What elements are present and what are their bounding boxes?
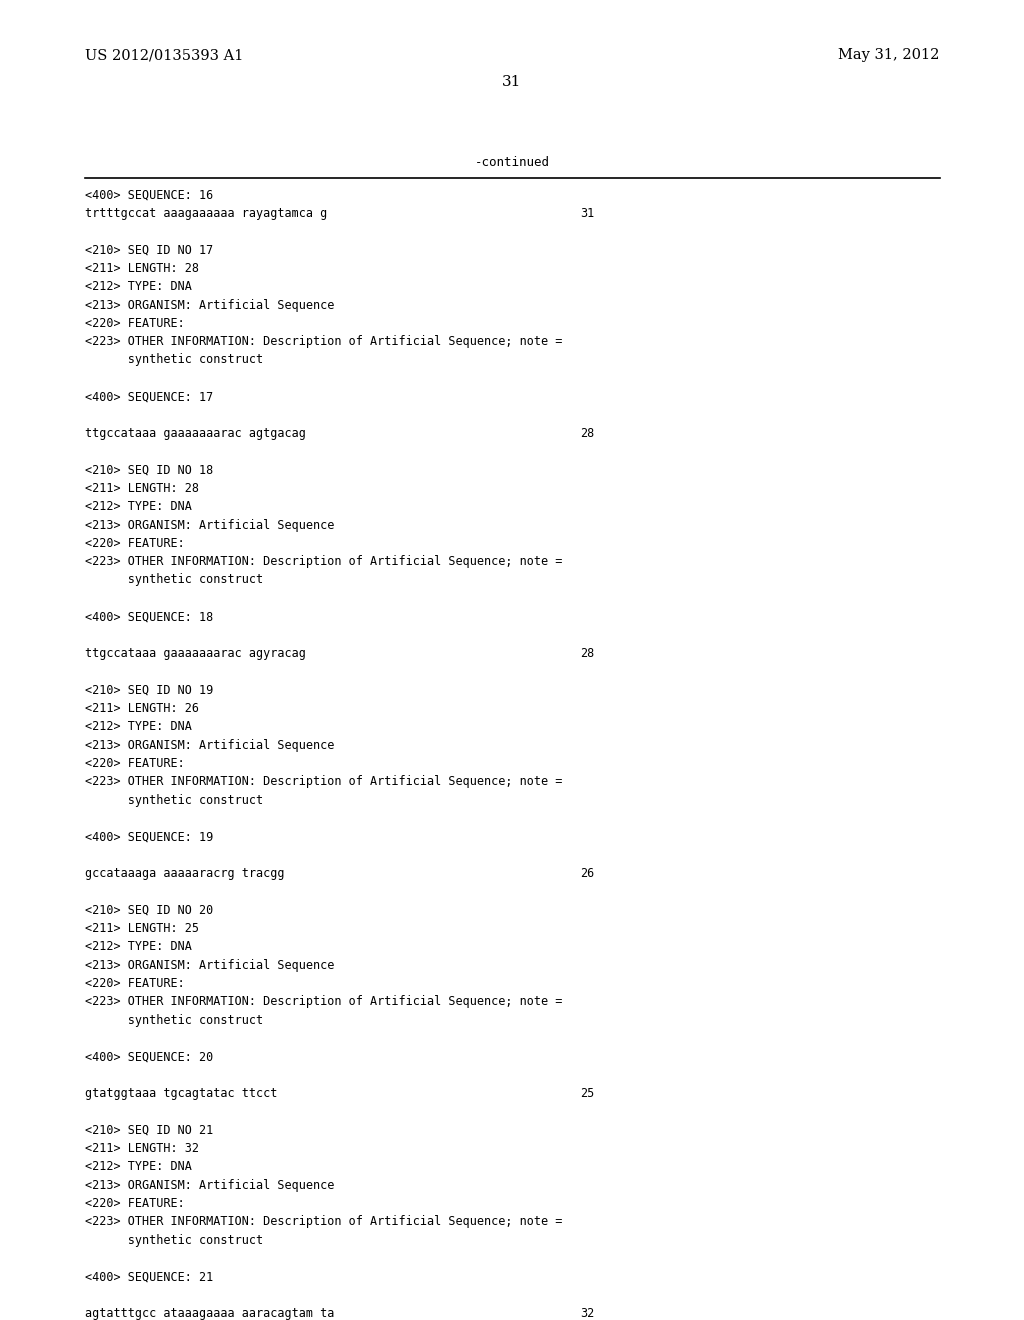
Text: <220> FEATURE:: <220> FEATURE: <box>85 317 184 330</box>
Text: <400> SEQUENCE: 18: <400> SEQUENCE: 18 <box>85 610 213 623</box>
Text: <213> ORGANISM: Artificial Sequence: <213> ORGANISM: Artificial Sequence <box>85 519 335 532</box>
Text: <400> SEQUENCE: 17: <400> SEQUENCE: 17 <box>85 391 213 403</box>
Text: <213> ORGANISM: Artificial Sequence: <213> ORGANISM: Artificial Sequence <box>85 298 335 312</box>
Text: agtatttgcc ataaagaaaa aaracagtam ta: agtatttgcc ataaagaaaa aaracagtam ta <box>85 1307 335 1320</box>
Text: <212> TYPE: DNA: <212> TYPE: DNA <box>85 1160 191 1173</box>
Text: <211> LENGTH: 25: <211> LENGTH: 25 <box>85 921 199 935</box>
Text: <223> OTHER INFORMATION: Description of Artificial Sequence; note =: <223> OTHER INFORMATION: Description of … <box>85 995 562 1008</box>
Text: <400> SEQUENCE: 19: <400> SEQUENCE: 19 <box>85 830 213 843</box>
Text: <210> SEQ ID NO 20: <210> SEQ ID NO 20 <box>85 903 213 916</box>
Text: <212> TYPE: DNA: <212> TYPE: DNA <box>85 940 191 953</box>
Text: <213> ORGANISM: Artificial Sequence: <213> ORGANISM: Artificial Sequence <box>85 1179 335 1192</box>
Text: <210> SEQ ID NO 19: <210> SEQ ID NO 19 <box>85 684 213 697</box>
Text: <223> OTHER INFORMATION: Description of Artificial Sequence; note =: <223> OTHER INFORMATION: Description of … <box>85 1216 562 1228</box>
Text: <400> SEQUENCE: 16: <400> SEQUENCE: 16 <box>85 189 213 202</box>
Text: 26: 26 <box>580 867 594 880</box>
Text: <212> TYPE: DNA: <212> TYPE: DNA <box>85 721 191 733</box>
Text: <220> FEATURE:: <220> FEATURE: <box>85 977 184 990</box>
Text: <400> SEQUENCE: 21: <400> SEQUENCE: 21 <box>85 1270 213 1283</box>
Text: 31: 31 <box>580 207 594 220</box>
Text: <210> SEQ ID NO 21: <210> SEQ ID NO 21 <box>85 1123 213 1137</box>
Text: synthetic construct: synthetic construct <box>85 573 263 586</box>
Text: <400> SEQUENCE: 20: <400> SEQUENCE: 20 <box>85 1051 213 1063</box>
Text: <220> FEATURE:: <220> FEATURE: <box>85 537 184 550</box>
Text: <220> FEATURE:: <220> FEATURE: <box>85 756 184 770</box>
Text: trtttgccat aaagaaaaaa rayagtamca g: trtttgccat aaagaaaaaa rayagtamca g <box>85 207 328 220</box>
Text: ttgccataaa gaaaaaaarac agtgacag: ttgccataaa gaaaaaaarac agtgacag <box>85 426 306 440</box>
Text: 31: 31 <box>503 75 521 88</box>
Text: synthetic construct: synthetic construct <box>85 793 263 807</box>
Text: 28: 28 <box>580 426 594 440</box>
Text: <223> OTHER INFORMATION: Description of Artificial Sequence; note =: <223> OTHER INFORMATION: Description of … <box>85 556 562 568</box>
Text: gtatggtaaa tgcagtatac ttcct: gtatggtaaa tgcagtatac ttcct <box>85 1086 278 1100</box>
Text: ttgccataaa gaaaaaaarac agyracag: ttgccataaa gaaaaaaarac agyracag <box>85 647 306 660</box>
Text: <212> TYPE: DNA: <212> TYPE: DNA <box>85 280 191 293</box>
Text: <223> OTHER INFORMATION: Description of Artificial Sequence; note =: <223> OTHER INFORMATION: Description of … <box>85 775 562 788</box>
Text: -continued: -continued <box>474 156 550 169</box>
Text: US 2012/0135393 A1: US 2012/0135393 A1 <box>85 48 244 62</box>
Text: 25: 25 <box>580 1086 594 1100</box>
Text: <212> TYPE: DNA: <212> TYPE: DNA <box>85 500 191 513</box>
Text: 28: 28 <box>580 647 594 660</box>
Text: <213> ORGANISM: Artificial Sequence: <213> ORGANISM: Artificial Sequence <box>85 738 335 751</box>
Text: <211> LENGTH: 28: <211> LENGTH: 28 <box>85 261 199 275</box>
Text: <223> OTHER INFORMATION: Description of Artificial Sequence; note =: <223> OTHER INFORMATION: Description of … <box>85 335 562 348</box>
Text: <213> ORGANISM: Artificial Sequence: <213> ORGANISM: Artificial Sequence <box>85 958 335 972</box>
Text: <211> LENGTH: 26: <211> LENGTH: 26 <box>85 702 199 715</box>
Text: <210> SEQ ID NO 18: <210> SEQ ID NO 18 <box>85 463 213 477</box>
Text: synthetic construct: synthetic construct <box>85 1014 263 1027</box>
Text: gccataaaga aaaaaracrg tracgg: gccataaaga aaaaaracrg tracgg <box>85 867 285 880</box>
Text: synthetic construct: synthetic construct <box>85 354 263 367</box>
Text: <211> LENGTH: 28: <211> LENGTH: 28 <box>85 482 199 495</box>
Text: <211> LENGTH: 32: <211> LENGTH: 32 <box>85 1142 199 1155</box>
Text: <220> FEATURE:: <220> FEATURE: <box>85 1197 184 1210</box>
Text: 32: 32 <box>580 1307 594 1320</box>
Text: <210> SEQ ID NO 17: <210> SEQ ID NO 17 <box>85 243 213 256</box>
Text: synthetic construct: synthetic construct <box>85 1233 263 1246</box>
Text: May 31, 2012: May 31, 2012 <box>838 48 939 62</box>
